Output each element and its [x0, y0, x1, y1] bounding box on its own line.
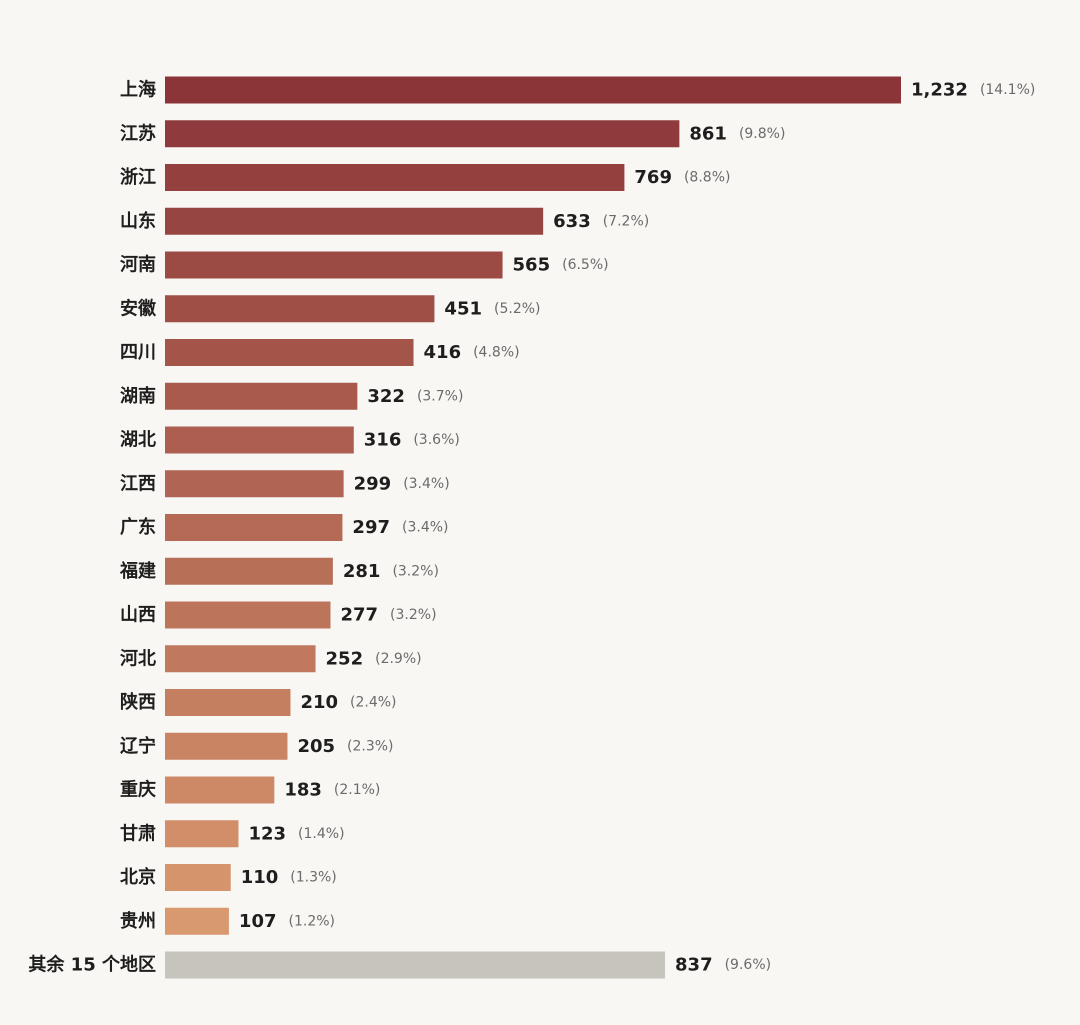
bar	[165, 470, 344, 498]
bar	[165, 382, 358, 410]
bar	[165, 601, 331, 629]
percent-label: (7.2%)	[603, 213, 650, 229]
bar	[165, 251, 503, 279]
value-label: 299	[354, 473, 392, 494]
category-label: 陕西	[120, 691, 156, 713]
percent-label: (3.7%)	[417, 388, 464, 404]
percent-label: (2.4%)	[350, 695, 397, 711]
percent-label: (2.1%)	[334, 782, 381, 798]
category-label: 广东	[120, 516, 156, 538]
percent-label: (1.4%)	[298, 826, 345, 842]
value-label: 210	[300, 692, 338, 713]
percent-label: (14.1%)	[980, 82, 1035, 98]
category-label: 甘肃	[120, 822, 156, 844]
bar	[165, 557, 333, 585]
category-label: 浙江	[120, 166, 156, 188]
percent-label: (1.2%)	[289, 913, 336, 929]
percent-label: (2.9%)	[375, 651, 422, 667]
bar	[165, 164, 625, 191]
value-label: 451	[444, 298, 482, 319]
percent-label: (6.5%)	[562, 257, 609, 273]
value-label: 123	[248, 823, 286, 844]
percent-label: (2.3%)	[347, 738, 394, 754]
bar	[165, 514, 343, 541]
percent-label: (3.4%)	[402, 520, 449, 536]
value-label: 183	[284, 780, 322, 801]
category-label: 山东	[120, 210, 156, 232]
bar	[165, 907, 229, 935]
percent-label: (8.8%)	[684, 170, 731, 186]
value-label: 416	[424, 342, 462, 363]
bar	[165, 339, 414, 366]
value-label: 322	[367, 386, 405, 407]
category-label: 湖北	[120, 430, 156, 451]
percent-label: (1.3%)	[290, 870, 337, 886]
percent-label: (3.2%)	[392, 563, 439, 579]
category-label: 安徽	[120, 297, 157, 319]
category-label: 四川	[120, 342, 156, 363]
value-label: 861	[689, 123, 727, 144]
percent-label: (3.2%)	[390, 607, 437, 623]
category-label: 江西	[120, 473, 156, 494]
category-label: 北京	[120, 866, 156, 888]
bar	[165, 776, 275, 804]
value-label: 252	[326, 648, 364, 669]
category-label: 福建	[119, 560, 156, 582]
bar	[165, 120, 680, 148]
bar	[165, 295, 435, 323]
bar	[165, 820, 239, 848]
percent-label: (9.6%)	[725, 957, 772, 973]
value-label: 316	[364, 430, 402, 451]
bar	[165, 76, 901, 104]
bar-other	[165, 951, 666, 979]
category-label: 辽宁	[120, 735, 156, 757]
value-label: 837	[675, 955, 713, 976]
percent-label: (3.6%)	[413, 432, 460, 448]
bar	[165, 207, 544, 235]
category-label: 湖南	[120, 385, 156, 407]
category-label: 河南	[120, 254, 156, 276]
category-label: 江苏	[120, 122, 156, 144]
percent-label: (4.8%)	[473, 345, 520, 361]
category-label: 其余 15 个地区	[28, 954, 156, 976]
value-label: 205	[297, 736, 335, 757]
value-label: 107	[239, 911, 277, 932]
value-label: 110	[241, 867, 279, 888]
value-label: 1,232	[911, 80, 968, 101]
category-label: 重庆	[120, 779, 156, 801]
value-label: 281	[343, 561, 381, 582]
category-label: 上海	[120, 79, 156, 101]
bar	[165, 689, 291, 716]
percent-label: (5.2%)	[494, 301, 541, 317]
category-label: 山西	[120, 605, 156, 626]
bar	[165, 645, 316, 673]
category-label: 贵州	[120, 911, 156, 932]
value-label: 633	[553, 211, 591, 232]
value-label: 277	[340, 605, 378, 626]
percent-label: (3.4%)	[403, 476, 450, 492]
bar	[165, 732, 288, 760]
value-label: 297	[352, 517, 390, 538]
bar	[165, 864, 231, 891]
value-label: 769	[634, 167, 672, 188]
percent-label: (9.8%)	[739, 126, 786, 142]
value-label: 565	[513, 255, 551, 276]
category-label: 河北	[120, 648, 156, 669]
bar	[165, 426, 354, 454]
